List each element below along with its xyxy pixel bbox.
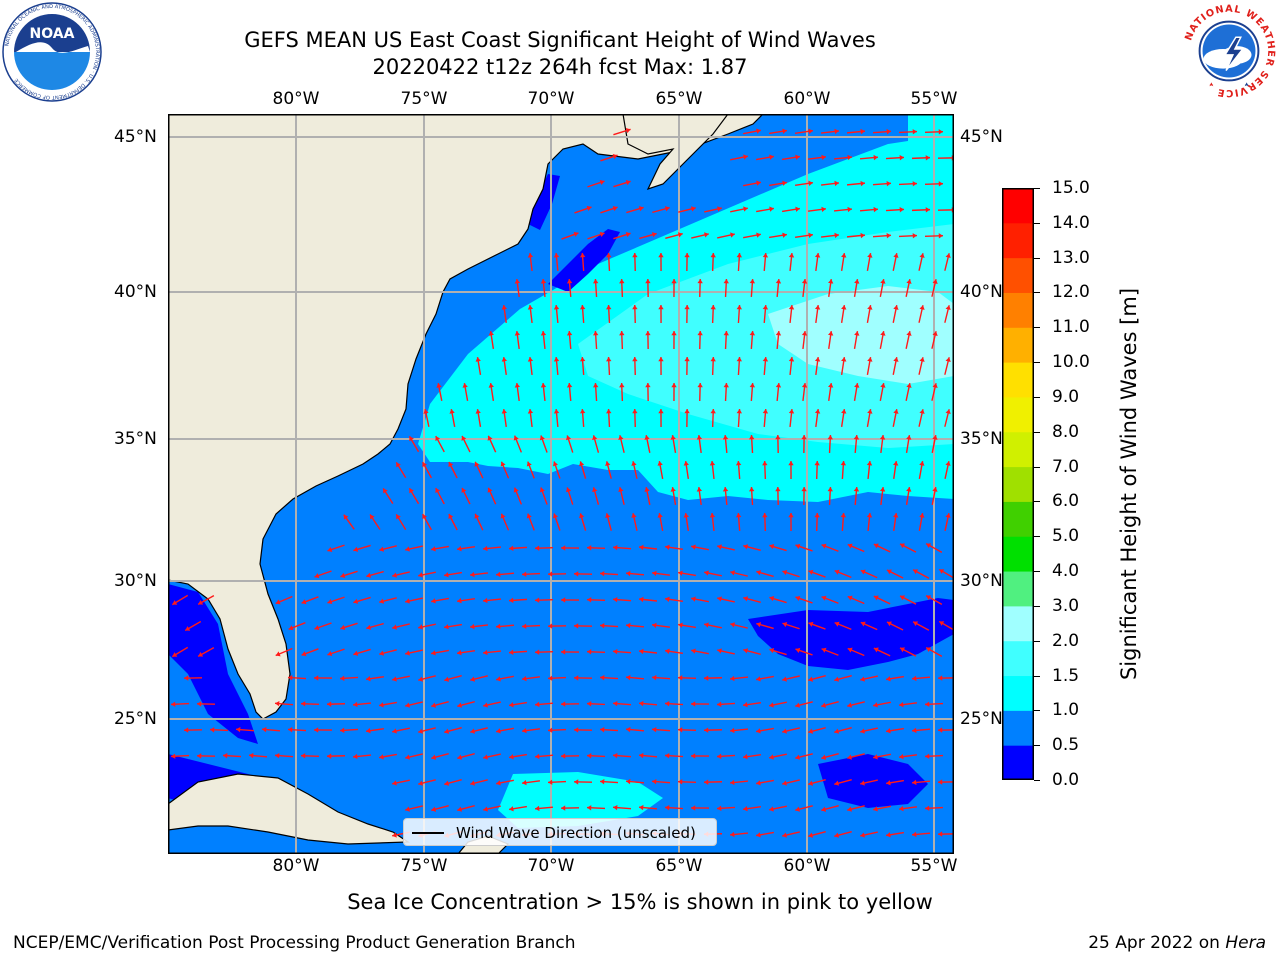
colorbar-tick-label: 14.0 — [1052, 212, 1090, 233]
map-title: GEFS MEAN US East Coast Significant Heig… — [244, 28, 876, 52]
sea-ice-note: Sea Ice Concentration > 15% is shown in … — [0, 890, 1280, 914]
lon-tick-top: 60°W — [783, 89, 831, 109]
colorbar-tick-label: 1.0 — [1052, 700, 1080, 721]
host-name: Hera — [1225, 933, 1266, 953]
legend-label: Wind Wave Direction (unscaled) — [456, 824, 696, 842]
colorbar-tick-label: 2.0 — [1052, 630, 1080, 651]
colorbar-segment — [1002, 675, 1034, 711]
colorbar-tick-label: 0.5 — [1052, 735, 1080, 756]
lat-tick-right: 40°N — [960, 282, 1003, 302]
cuba-island — [168, 773, 410, 845]
svg-text:NOAA: NOAA — [30, 26, 75, 42]
colorbar-tick-label: 12.0 — [1052, 282, 1090, 303]
colorbar-segment — [1002, 292, 1034, 328]
wave-zone-2.0-3.0 — [768, 286, 954, 384]
lon-tick-bottom: 80°W — [272, 856, 320, 876]
colorbar-segment — [1002, 362, 1034, 398]
wave-zone-0.0-0.5 — [548, 229, 620, 292]
colorbar-tick-label: 10.0 — [1052, 352, 1090, 373]
lat-tick-left: 25°N — [114, 709, 157, 729]
lat-tick-left: 35°N — [114, 429, 157, 449]
colorbar-segment — [1002, 501, 1034, 537]
colorbar-segment — [1002, 605, 1034, 642]
date-text: 25 Apr 2022 on — [1088, 933, 1220, 953]
sea-ice-note-text: Sea Ice Concentration > 15% is shown in … — [347, 890, 933, 914]
lon-tick-top: 65°W — [655, 89, 703, 109]
colorbar-segment — [1002, 466, 1034, 502]
colorbar-segment — [1002, 640, 1034, 677]
colorbar-segment — [1002, 396, 1034, 433]
lat-tick-left: 45°N — [114, 127, 157, 147]
credit-line: NCEP/EMC/Verification Post Processing Pr… — [13, 933, 576, 953]
colorbar-segment — [1002, 710, 1034, 746]
lon-tick-bottom: 70°W — [527, 856, 575, 876]
colorbar-label: Significant Height of Wind Waves [m] — [1117, 287, 1141, 681]
colorbar-tick-label: 11.0 — [1052, 317, 1090, 338]
lon-tick-top: 80°W — [272, 89, 320, 109]
colorbar-segment — [1002, 536, 1034, 572]
wave-zone-1.5-2.0 — [578, 224, 954, 448]
noaa-logo: NATIONAL OCEANIC AND ATMOSPHERIC ADMINIS… — [2, 2, 102, 102]
colorbar-segment — [1002, 222, 1034, 259]
lat-tick-right: 45°N — [960, 127, 1003, 147]
nws-logo: NATIONAL WEATHER SERVICE — [1181, 4, 1277, 98]
legend-line-swatch — [412, 832, 444, 834]
lat-tick-left: 30°N — [114, 571, 157, 591]
north-america-landmass — [168, 114, 764, 720]
colorbar-segment — [1002, 327, 1034, 363]
colorbar-tick-label: 4.0 — [1052, 561, 1080, 582]
lon-tick-top: 75°W — [400, 89, 448, 109]
date-line: 25 Apr 2022 on Hera — [1088, 933, 1266, 953]
wave-zone-1.0-1.5 — [908, 114, 954, 154]
colorbar-tick-label: 13.0 — [1052, 247, 1090, 268]
colorbar-tick-label: 1.5 — [1052, 665, 1080, 686]
wave-zone-0.0-0.5 — [168, 584, 258, 744]
lon-tick-top: 55°W — [910, 89, 958, 109]
lat-tick-right: 35°N — [960, 429, 1003, 449]
lat-tick-left: 40°N — [114, 282, 157, 302]
lon-tick-bottom: 55°W — [910, 856, 958, 876]
lon-tick-bottom: 75°W — [400, 856, 448, 876]
colorbar-segment — [1002, 431, 1034, 468]
colorbar-tick-label: 15.0 — [1052, 178, 1090, 198]
wave-zone-1.0-1.5 — [498, 772, 663, 828]
colorbar-tick-label: 5.0 — [1052, 526, 1080, 547]
lon-tick-bottom: 60°W — [783, 856, 831, 876]
colorbar-segment — [1002, 571, 1034, 607]
lat-tick-right: 25°N — [960, 709, 1003, 729]
colorbar-segment — [1002, 257, 1034, 293]
lon-tick-bottom: 65°W — [655, 856, 703, 876]
map-border — [168, 114, 954, 854]
wind-wave-direction-arrows — [170, 128, 954, 838]
lat-tick-right: 30°N — [960, 571, 1003, 591]
wave-height-map[interactable] — [168, 114, 954, 854]
colorbar — [1002, 188, 1034, 780]
colorbar-tick-label: 9.0 — [1052, 386, 1080, 407]
map-legend: Wind Wave Direction (unscaled) — [403, 818, 717, 846]
colorbar-tick-label: 7.0 — [1052, 456, 1080, 477]
colorbar-tick-label: 3.0 — [1052, 595, 1080, 616]
new-england-peninsula — [622, 114, 729, 191]
map-subtitle: 20220422 t12z 264h fcst Max: 1.87 — [372, 55, 748, 79]
colorbar-tick-label: 8.0 — [1052, 421, 1080, 442]
colorbar-tick-label: 6.0 — [1052, 491, 1080, 512]
colorbar-segment — [1002, 188, 1034, 224]
lon-tick-top: 70°W — [527, 89, 575, 109]
colorbar-tick-label: 0.0 — [1052, 770, 1080, 790]
colorbar-segment — [1002, 745, 1034, 780]
